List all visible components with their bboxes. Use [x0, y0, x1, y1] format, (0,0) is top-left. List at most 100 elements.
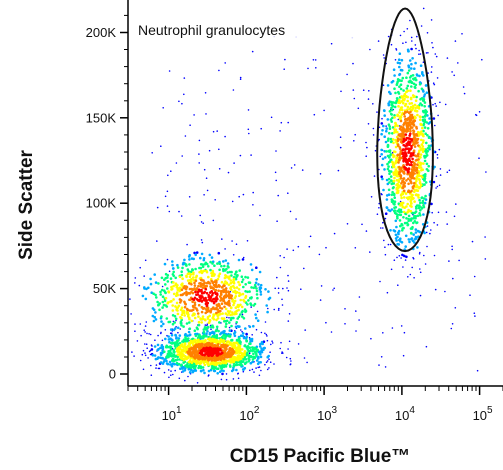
- scatter-point: [406, 127, 410, 130]
- scatter-point: [243, 308, 247, 311]
- scatter-point: [144, 331, 146, 333]
- scatter-point: [141, 353, 144, 356]
- scatter-point: [384, 366, 387, 368]
- scatter-point: [270, 116, 273, 119]
- scatter-point: [413, 109, 417, 112]
- scatter-point: [419, 64, 423, 67]
- scatter-point: [200, 305, 204, 309]
- scatter-point: [232, 303, 235, 307]
- scatter-point: [386, 144, 390, 148]
- scatter-point: [203, 363, 207, 367]
- scatter-point: [421, 118, 425, 122]
- scatter-point: [404, 133, 408, 136]
- scatter-point: [410, 237, 414, 240]
- scatter-point: [485, 171, 487, 173]
- scatter-point: [182, 353, 185, 356]
- scatter-point: [274, 171, 277, 174]
- scatter-point: [422, 213, 425, 216]
- scatter-point: [397, 138, 400, 141]
- scatter-point: [172, 373, 174, 376]
- scatter-point: [200, 239, 203, 241]
- scatter-point: [200, 271, 204, 275]
- scatter-point: [408, 240, 411, 244]
- scatter-point: [421, 132, 424, 136]
- scatter-point: [238, 294, 241, 298]
- scatter-point: [357, 107, 360, 110]
- scatter-point: [408, 76, 412, 79]
- scatter-point: [252, 304, 256, 307]
- scatter-point: [193, 114, 195, 116]
- scatter-point: [434, 102, 437, 105]
- scatter-point: [411, 57, 414, 60]
- scatter-point: [394, 145, 398, 149]
- scatter-point: [221, 372, 224, 376]
- scatter-point: [228, 317, 230, 319]
- scatter-point: [385, 129, 388, 133]
- scatter-point: [402, 170, 406, 174]
- scatter-point: [218, 364, 221, 367]
- scatter-point: [435, 55, 438, 58]
- gate-label-group: Neutrophil granulocytes: [133, 17, 355, 43]
- scatter-point: [193, 303, 197, 307]
- scatter-point: [386, 291, 389, 294]
- scatter-point: [181, 155, 183, 157]
- scatter-point: [215, 328, 218, 332]
- scatter-point: [244, 358, 248, 361]
- scatter-point: [177, 331, 179, 334]
- scatter-point: [446, 171, 449, 173]
- scatter-point: [252, 355, 255, 359]
- scatter-point: [171, 267, 175, 270]
- scatter-point: [392, 163, 396, 167]
- scatter-point: [202, 368, 205, 372]
- scatter-point: [398, 255, 401, 257]
- scatter-point: [339, 136, 342, 138]
- scatter-point: [207, 295, 210, 299]
- scatter-point: [224, 135, 226, 138]
- scatter-point: [409, 204, 412, 207]
- scatter-point: [199, 214, 201, 217]
- scatter-point: [237, 280, 240, 284]
- scatter-point: [170, 374, 172, 377]
- scatter-point: [165, 362, 169, 365]
- scatter-point: [244, 327, 247, 330]
- scatter-point: [216, 372, 219, 375]
- scatter-point: [394, 130, 397, 134]
- scatter-point: [401, 201, 405, 205]
- scatter-point: [256, 296, 259, 300]
- scatter-point: [354, 133, 357, 136]
- scatter-point: [228, 321, 231, 324]
- scatter-point: [232, 364, 236, 367]
- scatter-point: [174, 317, 178, 321]
- scatter-point: [202, 222, 204, 224]
- scatter-point: [246, 240, 249, 242]
- scatter-point: [164, 195, 167, 198]
- scatter-point: [162, 322, 165, 326]
- scatter-point: [162, 107, 164, 109]
- scatter-point: [463, 92, 466, 95]
- scatter-point: [436, 185, 439, 188]
- scatter-point: [425, 162, 429, 166]
- scatter-point: [194, 253, 197, 257]
- scatter-point: [189, 124, 191, 126]
- scatter-point: [304, 329, 307, 331]
- scatter-point: [390, 140, 394, 143]
- scatter-point: [399, 115, 403, 119]
- scatter-point: [379, 280, 381, 283]
- scatter-point: [224, 259, 228, 262]
- scatter-point: [175, 337, 178, 340]
- scatter-point: [481, 58, 483, 61]
- scatter-point: [189, 270, 193, 274]
- scatter-point: [240, 305, 244, 309]
- scatter-point: [201, 336, 204, 340]
- scatter-point: [191, 300, 194, 304]
- scatter-point: [419, 271, 422, 274]
- scatter-point: [191, 304, 195, 308]
- scatter-point: [287, 289, 290, 292]
- scatter-point: [287, 192, 289, 194]
- scatter-point: [203, 194, 205, 196]
- scatter-point: [397, 243, 401, 246]
- scatter-point: [300, 288, 302, 291]
- scatter-point: [172, 292, 176, 296]
- scatter-point: [241, 313, 244, 316]
- scatter-point: [171, 260, 174, 263]
